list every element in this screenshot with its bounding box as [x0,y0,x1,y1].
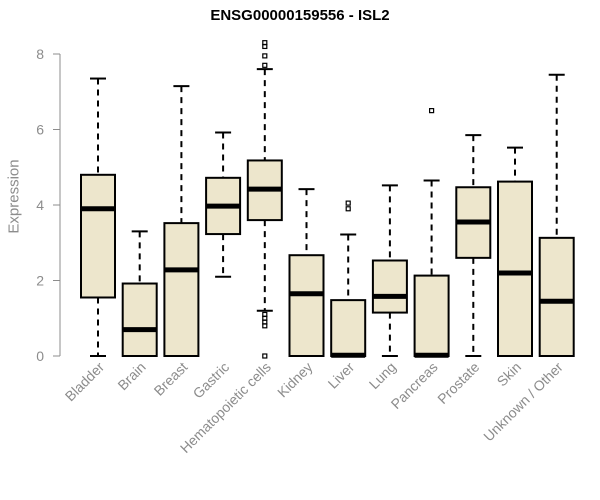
y-tick-label: 0 [36,348,44,364]
outlier-point [345,200,351,206]
x-tick-label: Prostate [434,359,482,407]
box-iqr [288,254,325,358]
outlier-point [262,311,268,318]
box-iqr [497,180,533,357]
outlier-point [262,53,268,59]
y-tick-label: 8 [36,46,44,62]
box-iqr [538,236,575,357]
x-tick-label: Bladder [62,359,108,405]
box-iqr [163,222,200,357]
outlier-point [429,108,435,114]
x-tick-label: Breast [151,359,191,399]
box-iqr [80,173,116,299]
y-axis-label: Expression [5,159,23,234]
box-iqr [413,274,450,357]
box-iqr [371,259,408,314]
outlier-point [262,40,268,46]
outlier-point [262,353,268,359]
y-tick-label: 2 [36,273,44,289]
x-tick-label: Lung [366,359,399,392]
x-tick-label: Kidney [274,359,316,401]
chart-title: ENSG00000159556 - ISL2 [210,7,390,24]
outlier-point [345,206,351,212]
box-iqr [330,299,367,358]
x-tick-label: Unknown / Other [480,359,566,445]
x-tick-label: Skin [494,359,525,390]
x-tick-label: Brain [114,359,148,393]
outlier-point [262,62,268,68]
x-tick-label: Liver [325,359,358,392]
y-tick-label: 6 [36,122,44,138]
box-iqr [121,282,158,357]
y-tick-label: 4 [36,197,44,213]
